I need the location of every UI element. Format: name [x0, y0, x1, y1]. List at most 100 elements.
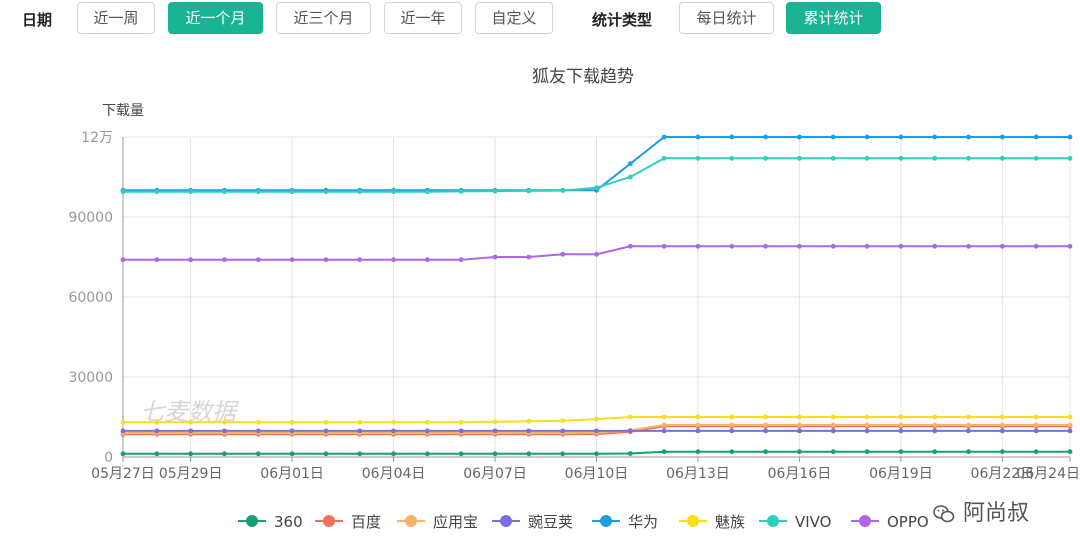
data-point — [932, 449, 938, 455]
data-point — [560, 418, 566, 424]
data-point — [560, 251, 566, 257]
data-point — [391, 419, 396, 425]
data-point — [1067, 134, 1073, 140]
data-point — [424, 419, 430, 425]
chart-title: 狐友下载趋势 — [532, 67, 634, 87]
legend: 360 百度 应用宝 豌豆荚 华为 魅族 VIVO OPPO — [238, 513, 929, 531]
data-point — [424, 189, 430, 195]
data-point — [627, 243, 633, 249]
data-point — [594, 428, 599, 434]
data-point — [391, 257, 396, 263]
legend-marker — [246, 515, 258, 527]
legend-label: 豌豆荚 — [528, 513, 573, 531]
x-tick-label: 06月19日 — [869, 466, 933, 482]
data-point — [695, 428, 701, 434]
data-point — [594, 185, 599, 191]
data-point — [763, 414, 769, 420]
y-axis-label: 下载量 — [102, 103, 144, 119]
range-one-week-button[interactable]: 近一周 — [77, 2, 155, 34]
data-point — [932, 134, 938, 140]
data-point — [424, 451, 430, 457]
data-point — [424, 428, 430, 434]
data-point — [966, 243, 971, 249]
legend-label: VIVO — [795, 513, 832, 531]
data-point — [1067, 155, 1073, 161]
data-point — [729, 414, 735, 420]
data-point — [932, 422, 938, 428]
range-one-month-button[interactable]: 近一个月 — [168, 2, 263, 34]
y-tick-label: 30000 — [68, 370, 113, 386]
data-point — [729, 428, 735, 434]
data-point — [1033, 243, 1039, 249]
data-point — [1067, 422, 1073, 428]
data-point — [999, 449, 1005, 455]
data-point — [255, 428, 261, 434]
y-tick-label: 90000 — [68, 210, 113, 226]
data-point — [661, 422, 667, 428]
data-point — [391, 451, 396, 457]
data-point — [729, 134, 735, 140]
data-point — [1033, 428, 1039, 434]
data-point — [120, 451, 126, 457]
data-point — [154, 257, 160, 263]
data-point — [695, 422, 701, 428]
data-point — [188, 419, 194, 425]
filter-bar: 日期 近一周 近一个月 近三个月 近一年 自定义 统计类型 每日统计 累计统计 — [0, 0, 1080, 40]
data-point — [864, 134, 870, 140]
data-point — [255, 451, 261, 457]
data-point — [526, 188, 532, 194]
legend-marker — [405, 515, 417, 527]
range-one-year-button[interactable]: 近一年 — [384, 2, 462, 34]
data-point — [864, 428, 870, 434]
data-point — [526, 451, 532, 457]
account-name: 阿尚叔 — [963, 501, 1030, 526]
wechat-icon — [933, 505, 955, 523]
data-point — [1067, 428, 1073, 434]
data-point — [188, 451, 194, 457]
data-point — [289, 257, 295, 263]
data-point — [492, 188, 498, 194]
date-filter-label: 日期 — [22, 11, 53, 29]
data-point — [357, 257, 363, 263]
data-point — [830, 243, 836, 249]
data-point — [864, 414, 870, 420]
data-point — [391, 189, 396, 195]
cumulative-stats-button[interactable]: 累计统计 — [786, 2, 881, 34]
data-point — [661, 449, 667, 455]
x-tick-label: 06月10日 — [565, 466, 629, 482]
legend-label: 魅族 — [715, 513, 745, 531]
data-point — [864, 422, 870, 428]
data-point — [864, 243, 870, 249]
data-point — [797, 155, 802, 161]
legend-marker — [500, 515, 512, 527]
data-point — [594, 451, 599, 457]
data-point — [797, 449, 802, 455]
data-point — [255, 189, 261, 195]
data-point — [458, 189, 464, 194]
data-point — [255, 419, 261, 425]
data-point — [729, 155, 735, 161]
legend-label: 华为 — [628, 513, 658, 531]
data-point — [391, 428, 396, 434]
legend-marker — [687, 515, 699, 527]
data-point — [797, 414, 802, 420]
data-point — [289, 189, 295, 195]
data-point — [729, 243, 735, 249]
data-point — [627, 428, 633, 434]
data-point — [222, 189, 227, 195]
x-tick-label: 06月24日 — [1016, 466, 1080, 482]
data-point — [492, 428, 498, 434]
data-point — [323, 419, 329, 425]
data-point — [222, 451, 227, 457]
range-custom-button[interactable]: 自定义 — [475, 2, 553, 34]
range-three-months-button[interactable]: 近三个月 — [276, 2, 371, 34]
data-point — [120, 428, 126, 434]
data-point — [763, 428, 769, 434]
data-point — [999, 243, 1005, 249]
data-point — [830, 428, 836, 434]
data-point — [560, 451, 566, 457]
daily-stats-button[interactable]: 每日统计 — [679, 2, 774, 34]
data-point — [222, 257, 227, 263]
data-point — [830, 414, 836, 420]
data-point — [966, 449, 971, 455]
